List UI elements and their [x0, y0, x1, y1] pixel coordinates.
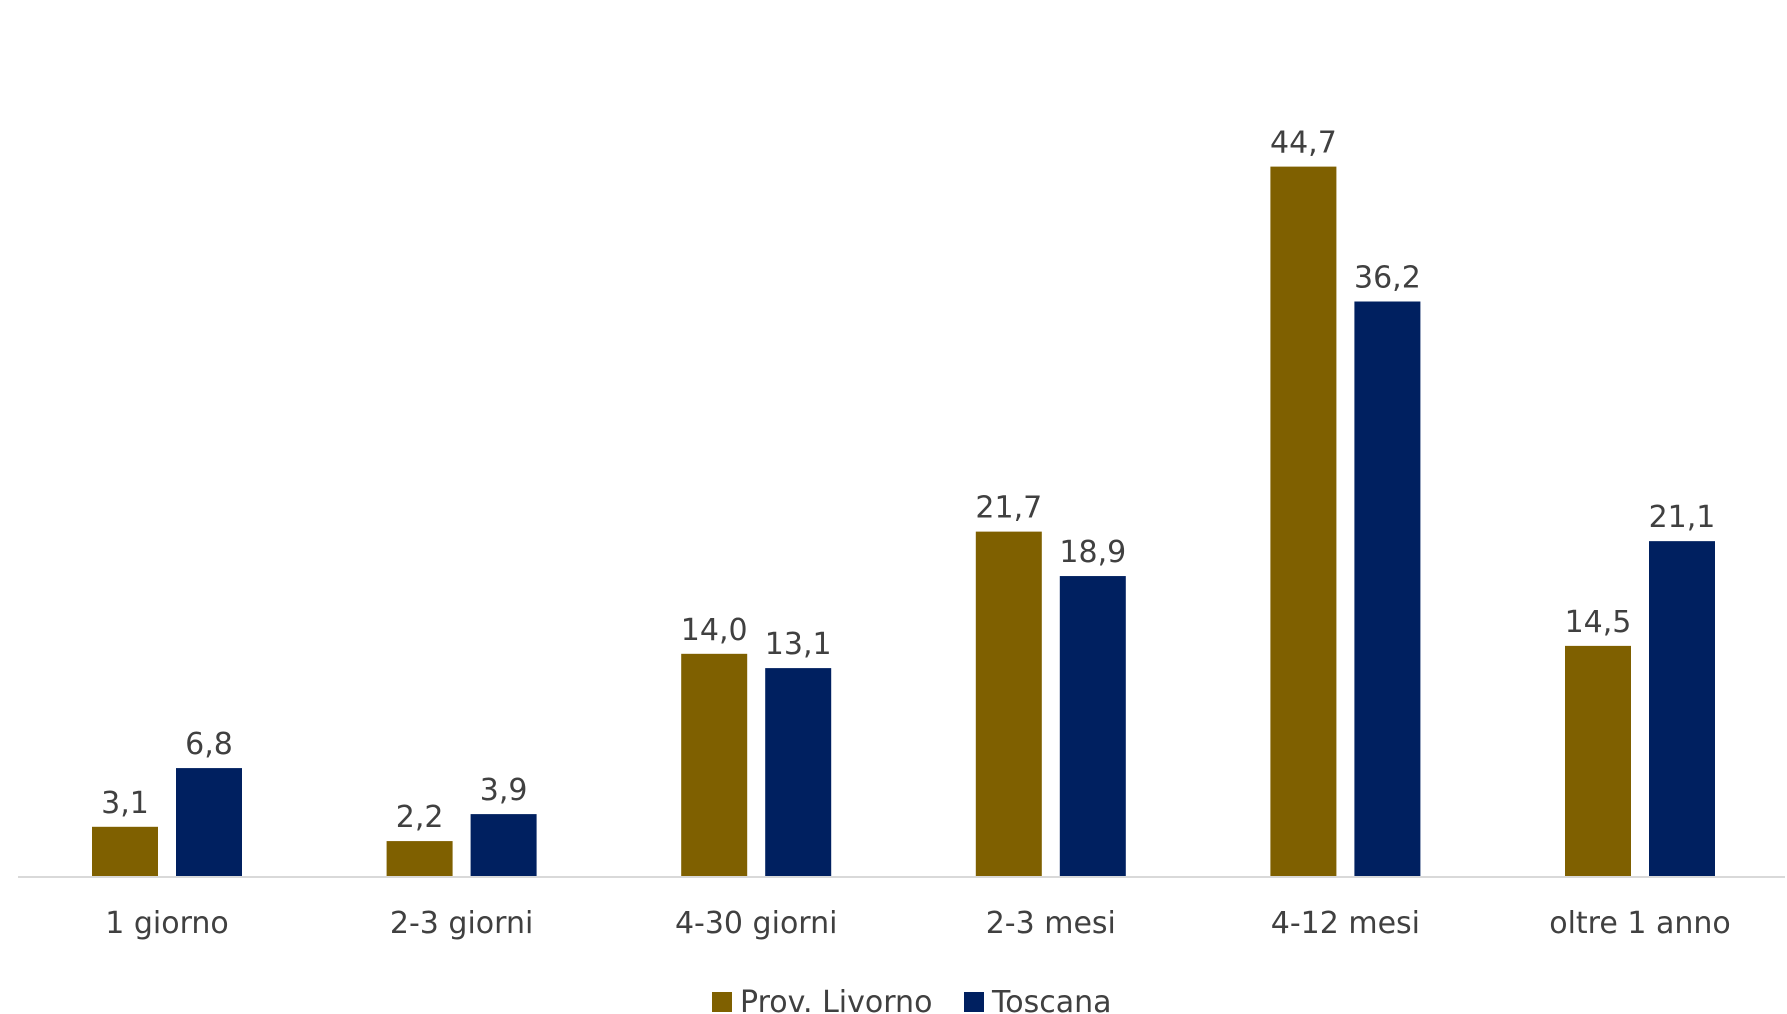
data-label-toscana-2-3-mesi: 18,9	[1059, 535, 1126, 570]
bar-toscana-2-3-giorni	[470, 814, 537, 876]
data-label-prov-livorno-2-3-mesi: 21,7	[975, 491, 1042, 526]
bars-group	[92, 166, 1715, 877]
data-label-toscana-2-3-giorni: 3,9	[480, 773, 528, 808]
legend-label-toscana: Toscana	[991, 985, 1112, 1014]
data-labels-group: 3,1 6,8 2,2 3,9 14,0 13,1 21,7 18,9 44,7 36,2 14,5…	[101, 126, 1715, 835]
x-tick-label-oltre-1-anno: oltre 1 anno	[1549, 906, 1731, 941]
bar-toscana-oltre-1-anno	[1649, 541, 1715, 876]
bar-prov-livorno-4-30-giorni	[681, 653, 748, 876]
x-tick-label-1-giorno: 1 giorno	[105, 906, 229, 941]
x-tick-labels-group: 1 giorno 2-3 giorni 4-30 giorni 2-3 mesi 4-1…	[105, 906, 1731, 941]
legend-swatch-toscana	[964, 992, 984, 1012]
data-label-prov-livorno-2-3-giorni: 2,2	[396, 800, 444, 835]
legend: Prov. Livorno Toscana	[712, 985, 1112, 1014]
data-label-toscana-1-giorno: 6,8	[185, 727, 233, 762]
data-label-prov-livorno-oltre-1-anno: 14,5	[1565, 605, 1632, 640]
x-tick-label-2-3-giorni: 2-3 giorni	[390, 906, 533, 941]
data-label-toscana-4-12-mesi: 36,2	[1354, 261, 1421, 296]
bar-prov-livorno-4-12-mesi	[1270, 166, 1337, 877]
bar-prov-livorno-oltre-1-anno	[1565, 645, 1631, 876]
data-label-prov-livorno-4-12-mesi: 44,7	[1270, 126, 1337, 161]
x-tick-label-4-12-mesi: 4-12 mesi	[1271, 906, 1420, 941]
data-label-toscana-4-30-giorni: 13,1	[765, 627, 832, 662]
x-tick-label-2-3-mesi: 2-3 mesi	[986, 906, 1116, 941]
x-tick-label-4-30-giorni: 4-30 giorni	[675, 906, 838, 941]
bar-prov-livorno-2-3-mesi	[975, 531, 1042, 876]
legend-swatch-prov-livorno	[712, 992, 732, 1012]
bar-toscana-4-30-giorni	[765, 668, 832, 876]
bar-toscana-4-12-mesi	[1354, 301, 1421, 877]
bar-toscana-1-giorno	[176, 768, 242, 876]
legend-label-prov-livorno: Prov. Livorno	[740, 985, 932, 1014]
data-label-toscana-oltre-1-anno: 21,1	[1649, 500, 1716, 535]
bar-prov-livorno-1-giorno	[92, 826, 158, 876]
bar-prov-livorno-2-3-giorni	[386, 841, 453, 876]
data-label-prov-livorno-1-giorno: 3,1	[101, 786, 149, 821]
bar-toscana-2-3-mesi	[1059, 576, 1126, 876]
data-label-prov-livorno-4-30-giorni: 14,0	[681, 613, 748, 648]
